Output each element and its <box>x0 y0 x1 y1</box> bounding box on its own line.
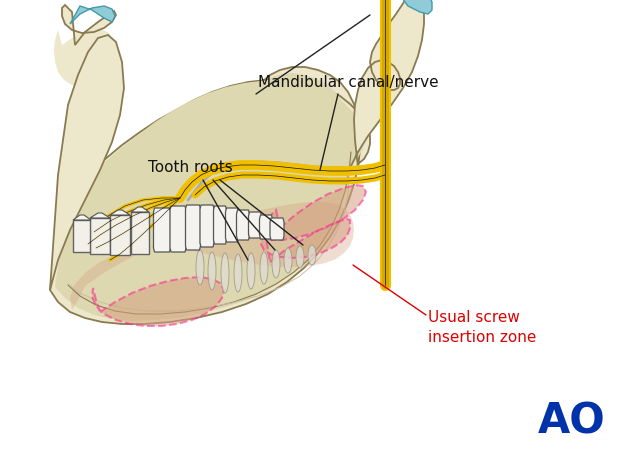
Polygon shape <box>270 218 284 240</box>
Polygon shape <box>249 212 262 238</box>
Polygon shape <box>70 202 354 310</box>
Polygon shape <box>200 205 214 247</box>
Polygon shape <box>90 218 110 254</box>
Polygon shape <box>154 208 170 252</box>
Polygon shape <box>54 28 116 88</box>
Ellipse shape <box>272 250 280 278</box>
Polygon shape <box>50 67 370 324</box>
Polygon shape <box>92 277 224 326</box>
Polygon shape <box>90 213 110 218</box>
Ellipse shape <box>221 253 229 293</box>
Ellipse shape <box>247 253 255 289</box>
Polygon shape <box>131 207 149 212</box>
Polygon shape <box>350 0 424 168</box>
Ellipse shape <box>260 252 268 284</box>
Text: Mandibular canal/nerve: Mandibular canal/nerve <box>258 75 438 90</box>
Polygon shape <box>70 6 115 24</box>
Polygon shape <box>73 220 91 252</box>
Polygon shape <box>236 210 249 240</box>
Ellipse shape <box>234 254 242 292</box>
Ellipse shape <box>308 245 316 265</box>
Polygon shape <box>55 73 364 321</box>
Polygon shape <box>73 215 91 220</box>
Polygon shape <box>185 205 200 250</box>
Polygon shape <box>260 215 273 239</box>
Polygon shape <box>110 215 130 255</box>
Polygon shape <box>170 206 186 252</box>
Polygon shape <box>131 212 149 254</box>
Ellipse shape <box>208 252 216 290</box>
Polygon shape <box>62 5 116 45</box>
Text: Usual screw
insertion zone: Usual screw insertion zone <box>428 310 536 345</box>
Polygon shape <box>396 0 432 14</box>
Polygon shape <box>226 208 239 242</box>
Polygon shape <box>110 210 130 215</box>
Polygon shape <box>50 35 124 290</box>
Ellipse shape <box>196 250 204 285</box>
Polygon shape <box>261 219 350 262</box>
Text: Tooth roots: Tooth roots <box>148 160 232 175</box>
Polygon shape <box>213 206 226 244</box>
Text: AO: AO <box>538 400 606 442</box>
Ellipse shape <box>284 248 292 273</box>
Ellipse shape <box>296 246 304 268</box>
Polygon shape <box>262 185 366 240</box>
